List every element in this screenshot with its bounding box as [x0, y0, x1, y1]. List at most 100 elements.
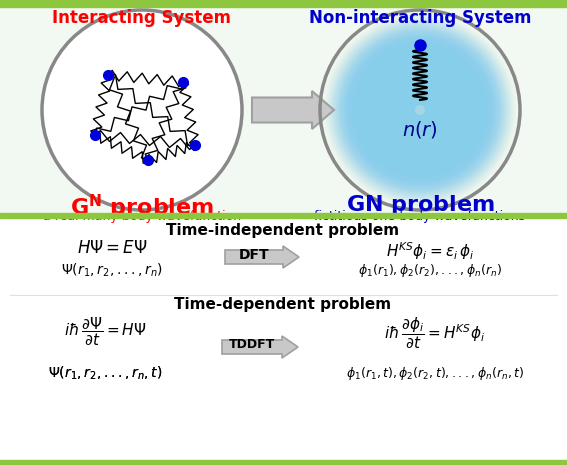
- Circle shape: [342, 32, 498, 188]
- Circle shape: [413, 103, 427, 117]
- Circle shape: [410, 100, 430, 120]
- Circle shape: [401, 91, 439, 129]
- Text: $n(r)$: $n(r)$: [402, 120, 438, 140]
- Text: $\Psi(r_1, r_2, ..., r_n)$: $\Psi(r_1, r_2, ..., r_n)$: [61, 262, 163, 279]
- Text: $H^{KS}\phi_i = \varepsilon_i\,\phi_i$: $H^{KS}\phi_i = \varepsilon_i\,\phi_i$: [386, 240, 474, 262]
- Bar: [0, 460, 567, 465]
- Circle shape: [354, 44, 486, 176]
- Text: Time-independent problem: Time-independent problem: [167, 223, 400, 238]
- Circle shape: [368, 58, 472, 162]
- Circle shape: [366, 56, 474, 164]
- Circle shape: [390, 80, 450, 140]
- Text: Time-dependent problem: Time-dependent problem: [175, 297, 392, 312]
- Text: $\mathbf{G^N}$ problem: $\mathbf{G^N}$ problem: [70, 193, 214, 222]
- Circle shape: [42, 10, 242, 210]
- Circle shape: [350, 40, 490, 180]
- Circle shape: [387, 77, 453, 143]
- Circle shape: [357, 47, 483, 173]
- Circle shape: [340, 30, 500, 190]
- Circle shape: [370, 60, 470, 160]
- Circle shape: [393, 83, 447, 137]
- Circle shape: [372, 62, 468, 158]
- Circle shape: [373, 63, 467, 157]
- Bar: [0, 0, 567, 7]
- Circle shape: [377, 67, 463, 153]
- Circle shape: [334, 24, 506, 196]
- FancyArrow shape: [225, 246, 299, 268]
- Circle shape: [402, 92, 438, 128]
- FancyArrow shape: [252, 91, 334, 129]
- Circle shape: [378, 68, 462, 152]
- Circle shape: [409, 99, 431, 121]
- Circle shape: [331, 21, 509, 199]
- Circle shape: [379, 69, 461, 151]
- Circle shape: [391, 81, 449, 139]
- Circle shape: [395, 85, 445, 135]
- FancyArrow shape: [222, 336, 298, 358]
- Bar: [0, 218, 567, 460]
- Circle shape: [385, 75, 455, 145]
- Text: Non-interacting System: Non-interacting System: [309, 9, 531, 27]
- Circle shape: [405, 95, 435, 125]
- Circle shape: [343, 33, 497, 187]
- Bar: [0, 7, 567, 213]
- Circle shape: [335, 25, 505, 195]
- Circle shape: [403, 93, 437, 127]
- Text: $i\hbar\,\dfrac{\partial\Psi}{\partial t} = H\Psi$: $i\hbar\,\dfrac{\partial\Psi}{\partial t…: [64, 315, 146, 348]
- Circle shape: [415, 105, 425, 115]
- Circle shape: [347, 37, 493, 183]
- Circle shape: [337, 27, 503, 193]
- Circle shape: [355, 45, 485, 175]
- Circle shape: [360, 50, 480, 170]
- Circle shape: [412, 102, 428, 118]
- Circle shape: [374, 64, 466, 156]
- Circle shape: [345, 35, 495, 185]
- Circle shape: [367, 57, 473, 163]
- Circle shape: [397, 87, 443, 133]
- Text: $\Psi(r_1, r_2, ..., r_n, \mathit{t})$: $\Psi(r_1, r_2, ..., r_n, \mathit{t})$: [48, 365, 162, 382]
- Circle shape: [330, 20, 510, 200]
- Circle shape: [388, 78, 452, 142]
- Circle shape: [417, 107, 423, 113]
- Circle shape: [414, 104, 426, 116]
- Circle shape: [382, 72, 458, 148]
- Circle shape: [376, 66, 464, 154]
- Circle shape: [408, 98, 432, 122]
- Circle shape: [338, 28, 502, 192]
- Circle shape: [365, 55, 475, 165]
- Text: $\phi_1(r_1,$$\mathit{t}),\phi_2(r_2,$$\mathit{t}),...,\phi_n(r_n,$$\mathit{t})$: $\phi_1(r_1,$$\mathit{t}),\phi_2(r_2,$$\…: [346, 365, 524, 382]
- Circle shape: [362, 52, 478, 168]
- Circle shape: [348, 38, 492, 182]
- Text: $i\hbar\,\dfrac{\partial\phi_i}{\partial t} = H^{KS}\phi_i$: $i\hbar\,\dfrac{\partial\phi_i}{\partial…: [384, 315, 485, 351]
- Text: $\phi_1(r_1), \phi_2(r_2), ..., \phi_n(r_n)$: $\phi_1(r_1), \phi_2(r_2), ..., \phi_n(r…: [358, 262, 502, 279]
- Circle shape: [399, 89, 441, 131]
- Circle shape: [416, 106, 424, 114]
- Circle shape: [358, 48, 482, 172]
- Circle shape: [359, 49, 481, 171]
- Circle shape: [356, 46, 484, 174]
- Text: TDDFT: TDDFT: [229, 339, 275, 352]
- Circle shape: [406, 96, 434, 124]
- Text: $\mathbf{GN}$ problem: $\mathbf{GN}$ problem: [345, 193, 494, 217]
- Text: Interacting System: Interacting System: [53, 9, 231, 27]
- Circle shape: [392, 82, 448, 138]
- Circle shape: [361, 51, 479, 169]
- Circle shape: [419, 109, 421, 111]
- Text: $H\Psi = E\Psi$: $H\Psi = E\Psi$: [77, 240, 147, 257]
- Text: DFT: DFT: [239, 248, 269, 262]
- Circle shape: [404, 94, 436, 126]
- Circle shape: [341, 31, 499, 189]
- Circle shape: [353, 43, 487, 177]
- Text: $\Psi(r_1, r_2, ..., r_n,$$\mathit{t})$: $\Psi(r_1, r_2, ..., r_n,$$\mathit{t})$: [48, 365, 162, 382]
- Circle shape: [380, 70, 460, 150]
- Circle shape: [369, 59, 471, 161]
- Circle shape: [332, 22, 508, 198]
- Circle shape: [381, 71, 459, 149]
- Circle shape: [394, 84, 446, 136]
- Text: a real many-body wavefunction: a real many-body wavefunction: [43, 210, 241, 223]
- Circle shape: [352, 42, 488, 178]
- Circle shape: [375, 65, 465, 155]
- Circle shape: [351, 41, 489, 179]
- Circle shape: [389, 79, 451, 141]
- Circle shape: [349, 39, 491, 181]
